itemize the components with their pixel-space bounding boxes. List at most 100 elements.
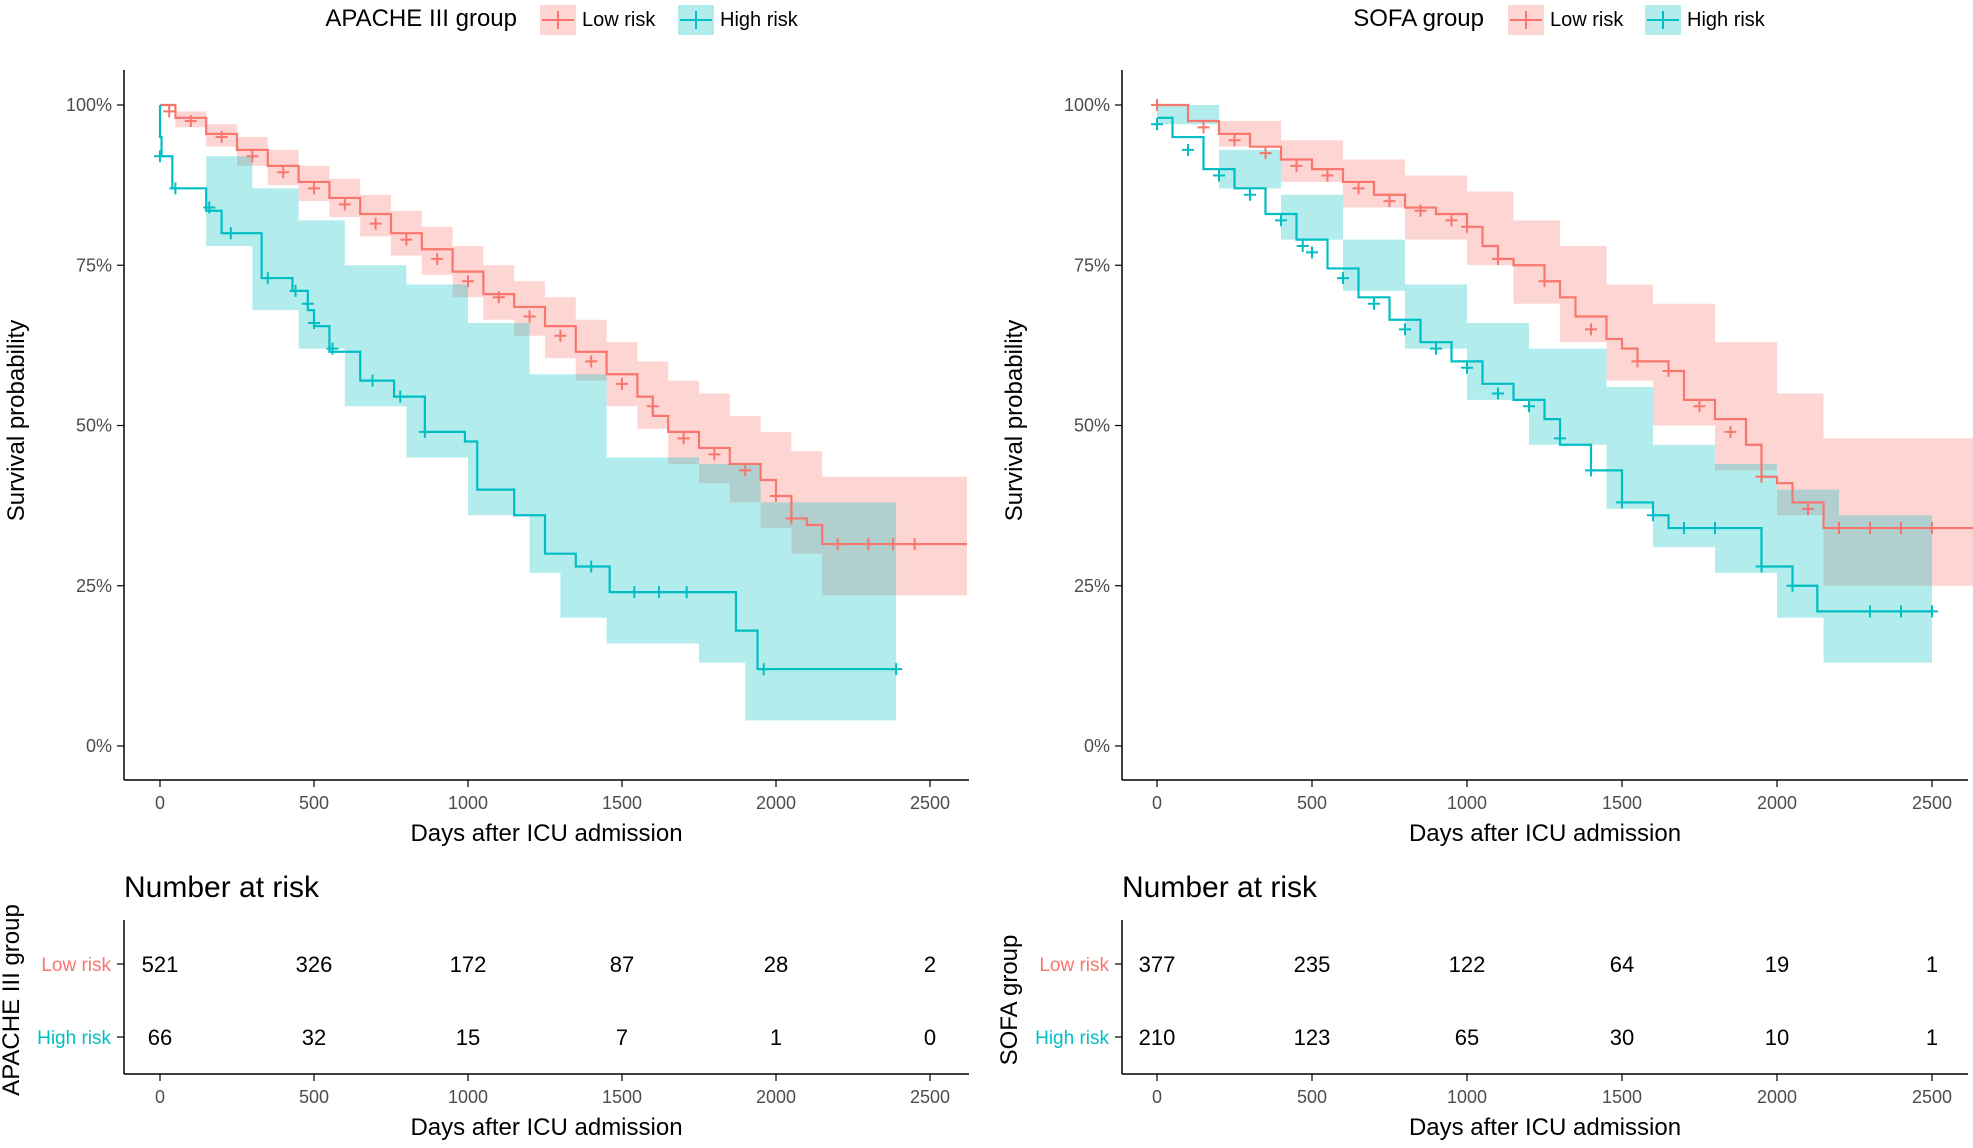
y-tick-label: 100% [1064,95,1110,115]
censor-mark [831,538,844,551]
censor-mark [1337,272,1349,285]
risk-x-tick-label: 500 [299,1087,329,1107]
risk-count: 2 [924,952,936,977]
risk-count: 19 [1765,952,1789,977]
censor-mark [289,284,302,297]
censor-mark [585,560,598,573]
censor-mark [708,448,721,461]
risk-count: 326 [296,952,333,977]
risk-y-axis-title: SOFA group [996,935,1023,1066]
x-tick-label: 1000 [448,793,488,813]
censor-mark [1864,522,1876,535]
risk-x-tick-label: 500 [1297,1087,1327,1107]
censor-mark [1926,605,1938,618]
sofa-panel: SOFA group Low risk High risk0%25%50%75%10… [996,5,1973,1141]
censor-mark [1197,121,1210,134]
x-tick-label: 1500 [1602,793,1642,813]
censor-mark [1585,323,1597,336]
censor-mark [338,198,351,211]
censor-mark [1678,522,1690,535]
survival-curve-low [160,103,967,546]
risk-count: 1 [1926,952,1938,977]
risk-count: 65 [1455,1025,1479,1050]
risk-count: 10 [1765,1025,1789,1050]
censor-mark [163,105,176,118]
risk-x-tick-label: 0 [1152,1087,1162,1107]
risk-table-title: Number at risk [124,871,320,904]
censor-mark [1895,605,1907,618]
censor-mark [1693,400,1706,413]
x-tick-label: 1000 [1447,793,1487,813]
censor-mark [400,233,413,246]
censor-mark [1445,214,1458,227]
censor-mark [1492,252,1504,265]
censor-mark [1383,195,1396,208]
risk-row-label-low: Low risk [1039,955,1109,976]
censor-mark [1321,169,1334,182]
censor-mark [301,297,314,310]
risk-row-label-high: High risk [37,1028,111,1049]
risk-count: 122 [1449,952,1486,977]
risk-x-tick-label: 2500 [910,1087,950,1107]
censor-mark [1523,400,1535,413]
censor-mark [1538,275,1551,288]
risk-count: 7 [616,1025,628,1050]
risk-count: 0 [924,1025,936,1050]
survival-curve-high [158,105,897,671]
x-tick-label: 2500 [1912,793,1952,813]
y-tick-label: 75% [76,255,112,275]
y-tick-label: 25% [76,576,112,596]
censor-mark [785,512,798,525]
ci-ribbon-low [160,105,967,596]
x-axis-title: Days after ICU admission [410,820,682,847]
censor-mark [224,227,237,240]
censor-mark [1709,522,1721,535]
censor-mark [1631,355,1644,368]
censor-mark [1492,387,1504,400]
legend-label: High risk [720,9,799,31]
risk-count: 66 [148,1025,172,1050]
legend-label: Low risk [582,9,656,31]
censor-mark [585,355,598,368]
censor-mark [394,390,407,403]
censor-mark [680,586,693,599]
censor-mark [554,329,567,342]
x-tick-label: 500 [299,793,329,813]
censor-mark [418,425,431,438]
ci-ribbon-high [160,105,897,721]
risk-count: 172 [450,952,487,977]
risk-count: 64 [1610,952,1634,977]
risk-count: 15 [456,1025,480,1050]
risk-count: 235 [1294,952,1331,977]
censor-mark [431,252,444,265]
risk-table-title: Number at risk [1122,871,1318,904]
censor-mark [308,182,320,195]
censor-mark [277,166,290,179]
ci-ribbon-high [1157,105,1932,663]
censor-mark [184,115,197,128]
apache-panel: APACHE III group Low risk High risk 0% 25% 50… [0,5,969,1141]
censor-mark [326,342,339,355]
censor-mark [462,275,474,288]
risk-x-tick-label: 2000 [756,1087,796,1107]
censor-mark [1755,560,1768,573]
censor-mark [492,291,505,304]
x-tick-label: 0 [1152,793,1162,813]
censor-mark [890,663,903,676]
x-tick-label: 500 [1297,793,1327,813]
censor-mark [887,538,900,551]
censor-mark [366,374,379,387]
risk-x-axis-title: Days after ICU admission [410,1114,682,1141]
x-tick-label: 2000 [1757,793,1797,813]
y-tick-label: 50% [76,416,112,436]
censor-mark [1616,496,1628,509]
censor-mark [169,182,182,195]
risk-y-axis-title: APACHE III group [0,904,25,1096]
x-tick-label: 2000 [756,793,796,813]
censor-mark [369,217,382,230]
censor-mark [677,432,690,445]
risk-count: 32 [302,1025,326,1050]
risk-x-tick-label: 2500 [1912,1087,1952,1107]
censor-mark [154,150,166,163]
